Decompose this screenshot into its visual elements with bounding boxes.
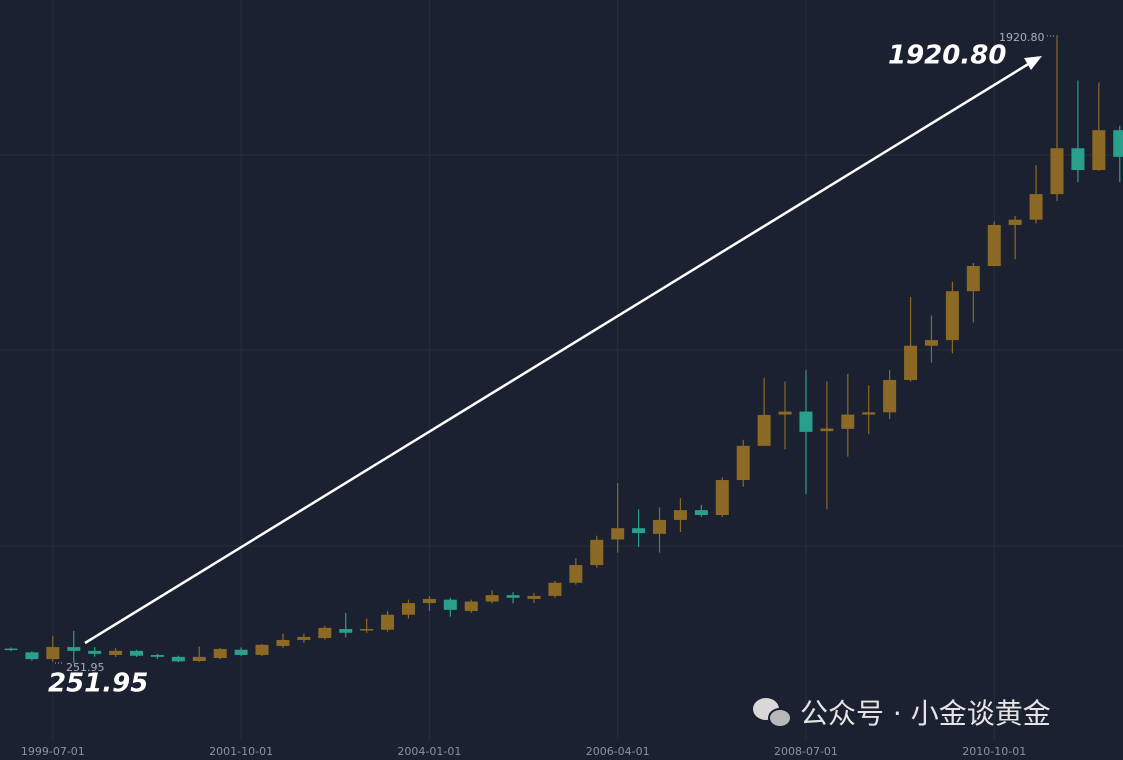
- candle-body: [569, 565, 583, 583]
- low-label-small: 251.95: [66, 661, 105, 674]
- arrow-line: [84, 61, 1031, 645]
- candle-body: [192, 656, 206, 661]
- x-tick-label: 1999-07-01: [21, 745, 85, 758]
- candle-body: [590, 539, 604, 566]
- candle-body: [485, 595, 499, 602]
- candle-body: [778, 411, 792, 415]
- candle-body: [381, 614, 395, 630]
- candle-body: [318, 627, 332, 639]
- candle-body: [715, 480, 729, 516]
- candle-body: [1092, 130, 1106, 171]
- candle-body: [820, 428, 834, 432]
- candle-body: [653, 519, 667, 534]
- watermark: 公众号 · 小金谈黄金: [753, 697, 1051, 730]
- candle-body: [88, 650, 102, 654]
- candle-body: [171, 656, 185, 662]
- candle-body: [401, 603, 415, 615]
- candles: [4, 35, 1123, 663]
- candle-body: [109, 650, 123, 655]
- candle-body: [548, 582, 562, 596]
- x-tick-label: 2010-10-01: [962, 745, 1026, 758]
- candle-body: [464, 601, 478, 611]
- candle-body: [339, 629, 353, 633]
- candle-body: [527, 595, 541, 599]
- x-axis: 1999-07-01 2001-10-01 2004-01-01 2006-04-01…: [21, 745, 1026, 758]
- candle-body: [297, 636, 311, 640]
- high-label: 1920.80: [888, 41, 1006, 71]
- x-tick-label: 2006-04-01: [586, 745, 650, 758]
- candle-body: [213, 648, 227, 658]
- candle-body: [46, 647, 60, 660]
- candle-body: [360, 629, 374, 631]
- high-label-small: 1920.80: [999, 31, 1045, 44]
- candle-body: [987, 224, 1001, 266]
- low-label: 251.95: [48, 669, 148, 699]
- trend-arrow: [84, 56, 1042, 645]
- candle-body: [945, 291, 959, 341]
- candle-body: [736, 445, 750, 481]
- candle-body: [1050, 148, 1064, 195]
- candle-body: [966, 265, 980, 292]
- candle-body: [862, 412, 876, 415]
- x-tick-label: 2001-10-01: [209, 745, 273, 758]
- candle-body: [443, 599, 457, 610]
- x-tick-label: 2004-01-01: [397, 745, 461, 758]
- candle-body: [1008, 219, 1022, 225]
- candle-body: [67, 647, 81, 651]
- watermark-text: 公众号 · 小金谈黄金: [800, 697, 1051, 730]
- candle-body: [799, 411, 813, 432]
- candle-body: [841, 414, 855, 429]
- candle-body: [924, 340, 938, 346]
- candle-body: [1071, 148, 1085, 171]
- candle-body: [506, 595, 520, 598]
- candle-body: [150, 654, 164, 657]
- candle-body: [904, 345, 918, 380]
- candle-body: [234, 649, 248, 655]
- candle-body: [276, 639, 290, 646]
- candle-body: [4, 648, 18, 651]
- candle-body: [422, 598, 436, 604]
- candle-body: [1113, 130, 1123, 157]
- candle-body: [694, 510, 708, 516]
- candle-body: [1029, 194, 1043, 220]
- candle-body: [255, 644, 269, 655]
- candle-body: [130, 650, 144, 656]
- candle-body: [673, 510, 687, 520]
- candle-body: [883, 379, 897, 413]
- candle-body: [757, 414, 771, 446]
- vertical-grid: [52, 0, 995, 740]
- candle-body: [611, 528, 625, 540]
- arrow-head: [1024, 56, 1042, 70]
- candle-body: [632, 528, 646, 534]
- wechat-icon: [768, 708, 792, 728]
- candle-body: [25, 652, 39, 660]
- x-tick-label: 2008-07-01: [774, 745, 838, 758]
